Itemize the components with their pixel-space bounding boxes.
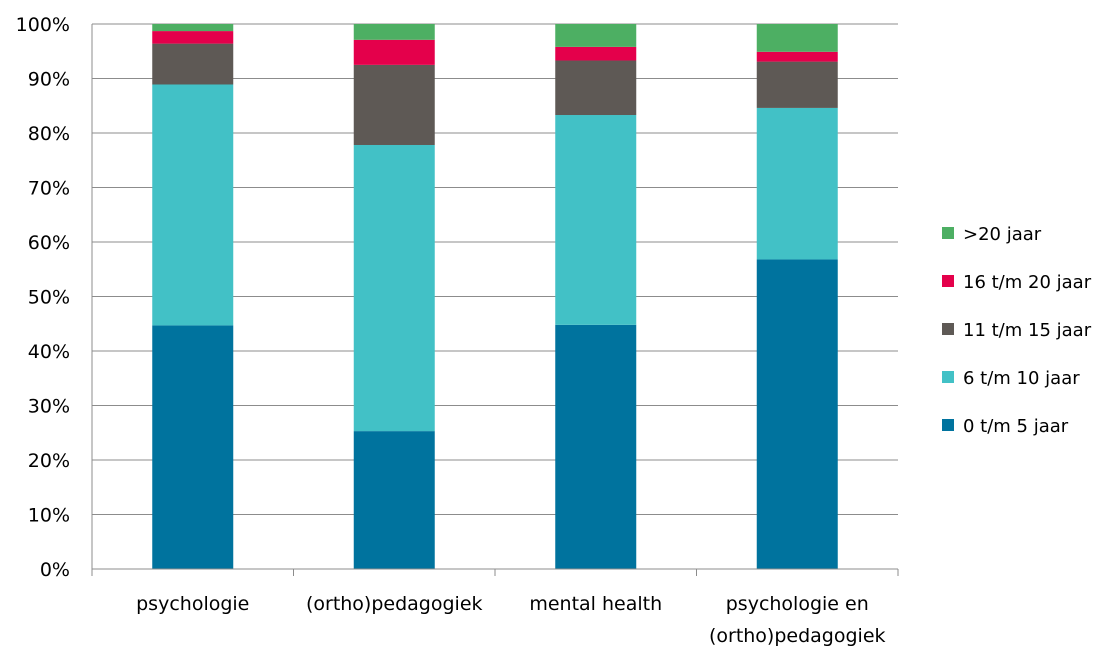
legend-label: >20 jaar (963, 224, 1042, 245)
bar-segment (353, 24, 435, 40)
bar-segment (555, 46, 637, 61)
bar-segment (353, 39, 435, 65)
legend-swatch (942, 275, 954, 287)
bar-segment (353, 431, 435, 569)
x-category-label: psychologie (136, 593, 249, 615)
y-tick-label: 0% (40, 559, 70, 581)
y-tick-label: 100% (16, 14, 70, 36)
bar-segment (152, 31, 234, 44)
y-tick-label: 20% (28, 450, 70, 472)
legend-label: 11 t/m 15 jaar (963, 320, 1092, 341)
y-tick-label: 30% (28, 396, 70, 418)
y-tick-label: 50% (28, 287, 70, 309)
legend-swatch (942, 371, 954, 383)
x-category-label: psychologie en (726, 593, 869, 615)
bars (152, 24, 838, 569)
legend-swatch (942, 227, 954, 239)
bar-segment (152, 24, 234, 32)
y-tick-label: 10% (28, 505, 70, 527)
legend-swatch (942, 419, 954, 431)
y-tick-label: 70% (28, 178, 70, 200)
bar-segment (555, 60, 637, 116)
x-category-label: mental health (529, 593, 662, 615)
bar-segment (756, 259, 838, 569)
x-axis-category-labels: psychologie (ortho)pedagogiek mental healt… (136, 593, 885, 646)
bar-segment (152, 325, 234, 569)
y-tick-label: 80% (28, 123, 70, 145)
bar-segment (353, 64, 435, 145)
x-category-label: (ortho)pedagogiek (709, 625, 886, 646)
legend-swatch (942, 323, 954, 335)
y-tick-label: 60% (28, 232, 70, 254)
bar-segment (555, 115, 637, 325)
y-tick-label: 90% (28, 69, 70, 91)
x-axis (91, 568, 899, 576)
bar-segment (756, 24, 838, 52)
bar-segment (353, 144, 435, 432)
y-axis-tick-labels: 0% 10% 20% 30% 40% 50% 60% 70% 80% 90% 100% (16, 14, 70, 581)
legend-label: 0 t/m 5 jaar (963, 416, 1069, 437)
legend: >20 jaar 16 t/m 20 jaar 11 t/m 15 jaar 6 t/… (942, 224, 1092, 437)
bar-segment (756, 51, 838, 62)
bar-segment (152, 43, 234, 85)
legend-label: 6 t/m 10 jaar (963, 368, 1080, 389)
bar-segment (555, 24, 637, 47)
bar-segment (756, 107, 838, 260)
bar-segment (152, 84, 234, 326)
legend-label: 16 t/m 20 jaar (963, 272, 1092, 293)
x-category-label: (ortho)pedagogiek (306, 593, 483, 615)
bar-segment (756, 61, 838, 108)
y-tick-label: 40% (28, 341, 70, 363)
bar-segment (555, 324, 637, 569)
